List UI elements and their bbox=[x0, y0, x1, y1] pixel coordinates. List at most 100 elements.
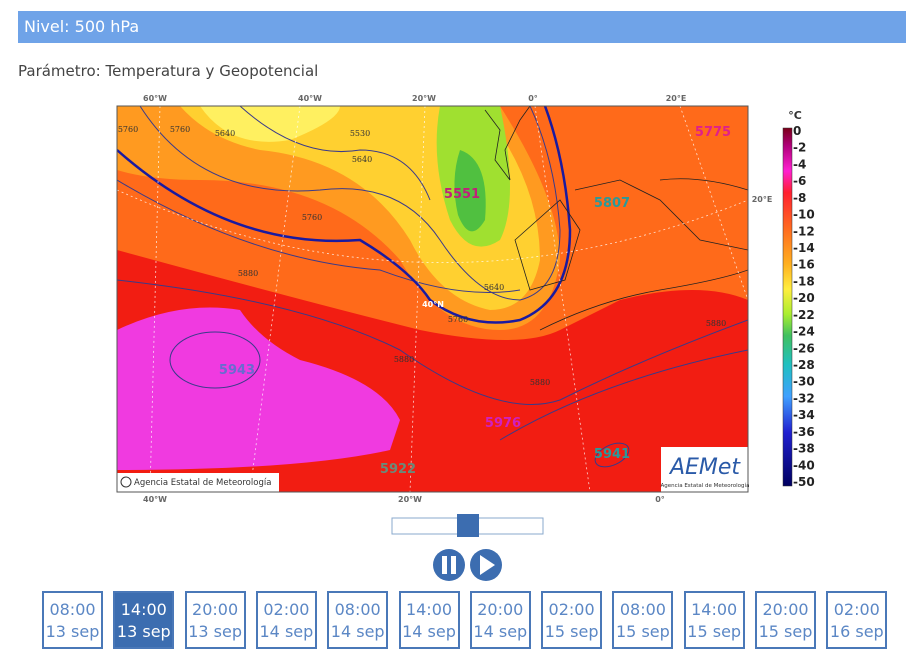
geopotential-value: 5976 bbox=[485, 416, 521, 431]
colorbar-label: -30 bbox=[793, 375, 815, 389]
time-time: 02:00 bbox=[548, 600, 595, 619]
contour-label: 5760 bbox=[448, 315, 468, 324]
latitude-label: 40°N bbox=[422, 300, 444, 309]
colorbar-label: -10 bbox=[793, 208, 815, 222]
time-button[interactable]: 08:00 13 sep bbox=[42, 591, 103, 649]
time-time: 14:00 bbox=[120, 600, 167, 619]
time-date: 15 sep bbox=[687, 622, 742, 641]
colorbar-label: -16 bbox=[793, 258, 815, 272]
map-credit: Agencia Estatal de Meteorología bbox=[134, 478, 271, 488]
time-time: 20:00 bbox=[762, 600, 809, 619]
time-time: 08:00 bbox=[49, 600, 96, 619]
contour-label: 5640 bbox=[215, 129, 235, 138]
top-axis-label: 40°W bbox=[298, 94, 322, 103]
geopotential-value: 5922 bbox=[380, 462, 416, 477]
time-time: 08:00 bbox=[619, 600, 666, 619]
logo-subtitle: Agencia Estatal de Meteorología bbox=[661, 482, 750, 489]
bottom-axis-label: 40°W bbox=[143, 495, 167, 504]
colorbar-label: -20 bbox=[793, 291, 815, 305]
time-button[interactable]: 02:00 15 sep bbox=[541, 591, 603, 649]
colorbar-label: -50 bbox=[793, 475, 815, 489]
time-button[interactable]: 14:00 13 sep bbox=[113, 591, 175, 649]
colorbar-label: -28 bbox=[793, 358, 815, 372]
contour-label: 5880 bbox=[530, 378, 550, 387]
level-header: Nivel: 500 hPa bbox=[18, 11, 906, 43]
colorbar-label: -18 bbox=[793, 274, 815, 288]
time-date: 14 sep bbox=[330, 622, 385, 641]
colorbar-label: -24 bbox=[793, 325, 815, 339]
time-button[interactable]: 20:00 13 sep bbox=[184, 591, 246, 649]
geopotential-value: 5807 bbox=[594, 196, 630, 211]
top-axis-label: 0° bbox=[528, 94, 538, 103]
time-date: 15 sep bbox=[616, 622, 670, 641]
time-button[interactable]: 20:00 14 sep bbox=[469, 591, 531, 649]
time-button[interactable]: 14:00 15 sep bbox=[683, 591, 745, 649]
time-button[interactable]: 08:00 15 sep bbox=[612, 591, 674, 649]
time-date: 13 sep bbox=[116, 622, 171, 641]
time-time: 02:00 bbox=[833, 600, 880, 619]
colorbar-unit: °C bbox=[788, 109, 802, 122]
colorbar-label: -14 bbox=[793, 241, 815, 255]
colorbar-label: -40 bbox=[793, 458, 815, 472]
geopotential-value: 5941 bbox=[594, 447, 630, 462]
contour-label: 5530 bbox=[350, 129, 370, 138]
colorbar-label: -36 bbox=[793, 425, 815, 439]
time-time: 08:00 bbox=[334, 600, 381, 619]
top-axis-label: 20°W bbox=[412, 94, 436, 103]
time-date: 13 sep bbox=[188, 622, 242, 641]
geopotential-value: 5943 bbox=[219, 363, 255, 378]
time-date: 14 sep bbox=[259, 622, 314, 641]
bottom-axis-label: 20°W bbox=[398, 495, 422, 504]
time-date: 14 sep bbox=[473, 622, 528, 641]
bottom-axis-label: 0° bbox=[655, 495, 665, 504]
time-button[interactable]: 08:00 14 sep bbox=[327, 591, 389, 649]
contour-label: 5760 bbox=[118, 125, 138, 134]
contour-label: 5760 bbox=[170, 125, 190, 134]
contour-label: 5880 bbox=[238, 269, 258, 278]
play-button[interactable] bbox=[470, 549, 502, 581]
colorbar-label: -2 bbox=[793, 141, 806, 155]
time-button[interactable]: 02:00 16 sep bbox=[826, 591, 888, 649]
time-time: 20:00 bbox=[477, 600, 524, 619]
colorbar-label: -6 bbox=[793, 174, 806, 188]
logo: AEMet bbox=[668, 455, 741, 480]
colorbar-label: -34 bbox=[793, 408, 815, 422]
colorbar-label: -8 bbox=[793, 191, 806, 205]
parameter-label: Parámetro: Temperatura y Geopotencial bbox=[18, 62, 319, 80]
slider-thumb[interactable] bbox=[457, 514, 479, 537]
colorbar bbox=[782, 127, 793, 487]
time-date: 15 sep bbox=[544, 622, 599, 641]
time-date: 13 sep bbox=[45, 622, 100, 641]
time-date: 14 sep bbox=[402, 622, 456, 641]
colorbar-label: -38 bbox=[793, 442, 815, 456]
contour-label: 5640 bbox=[352, 155, 372, 164]
time-date: 16 sep bbox=[829, 622, 884, 641]
geopotential-value: 5775 bbox=[695, 125, 731, 140]
right-axis-label: 20°E bbox=[752, 195, 773, 204]
time-button[interactable]: 20:00 15 sep bbox=[755, 591, 816, 649]
time-date: 15 sep bbox=[758, 622, 813, 641]
time-button[interactable]: 14:00 14 sep bbox=[398, 591, 460, 649]
time-time: 14:00 bbox=[691, 600, 738, 619]
contour-label: 5880 bbox=[394, 355, 414, 364]
map bbox=[117, 106, 748, 492]
contour-label: 5880 bbox=[706, 319, 726, 328]
time-time: 20:00 bbox=[192, 600, 239, 619]
pause-button[interactable] bbox=[433, 549, 465, 581]
colorbar-label: -4 bbox=[793, 157, 806, 171]
contour-label: 5760 bbox=[302, 213, 322, 222]
geopotential-value: 5551 bbox=[444, 187, 480, 202]
colorbar-label: -32 bbox=[793, 391, 815, 405]
top-axis-label: 20°E bbox=[666, 94, 687, 103]
colorbar-label: -26 bbox=[793, 341, 815, 355]
time-button[interactable]: 02:00 14 sep bbox=[255, 591, 317, 649]
time-time: 02:00 bbox=[263, 600, 310, 619]
colorbar-label: 0 bbox=[793, 124, 801, 138]
colorbar-label: -12 bbox=[793, 224, 815, 238]
colorbar-label: -22 bbox=[793, 308, 815, 322]
time-time: 14:00 bbox=[405, 600, 453, 619]
contour-label: 5640 bbox=[484, 283, 504, 292]
top-axis-label: 60°W bbox=[143, 94, 167, 103]
